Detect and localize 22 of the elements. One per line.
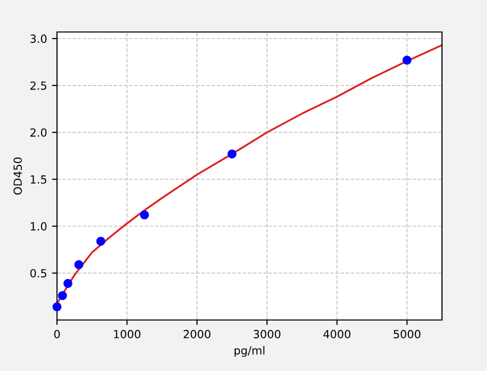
y-tick-label: 2.5 — [30, 81, 46, 90]
y-tick-label: 0.5 — [30, 269, 46, 278]
x-tick-label: 4000 — [323, 330, 350, 338]
x-axis-title: pg/ml — [234, 346, 264, 357]
y-tick-label: 1.0 — [30, 222, 47, 231]
x-tick-label: 5000 — [394, 330, 420, 338]
x-tick-label: 3000 — [254, 330, 280, 338]
point — [96, 236, 106, 246]
point — [58, 291, 67, 300]
y-axis-title: OD450 — [13, 157, 22, 195]
y-tick-label: 2.0 — [30, 128, 47, 137]
x-tick-label: 0 — [54, 330, 60, 338]
y-tick-label: 1.5 — [30, 175, 46, 184]
x-tick-label: 1000 — [114, 330, 140, 338]
point — [402, 56, 412, 65]
point — [74, 260, 84, 270]
point — [63, 278, 72, 288]
point — [52, 302, 62, 312]
point — [140, 210, 149, 220]
x-tick-label: 2000 — [184, 330, 210, 338]
point — [228, 149, 236, 158]
y-tick-label: 3.0 — [30, 34, 47, 43]
